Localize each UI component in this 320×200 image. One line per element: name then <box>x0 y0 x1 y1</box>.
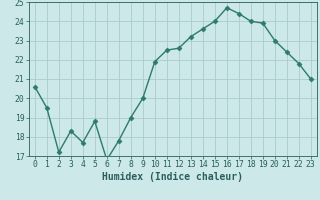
X-axis label: Humidex (Indice chaleur): Humidex (Indice chaleur) <box>102 172 243 182</box>
